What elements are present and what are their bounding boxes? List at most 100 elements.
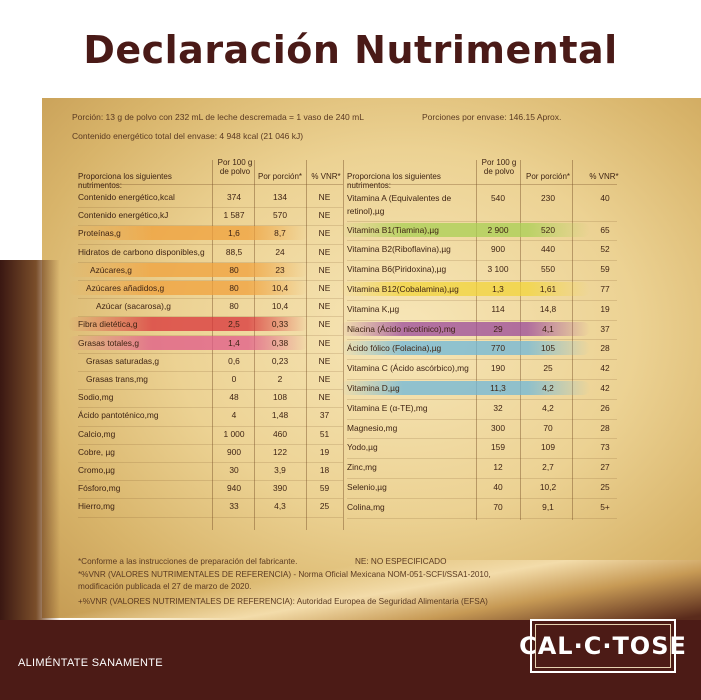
left-per100-value: 0,6 [228, 355, 240, 366]
right-row-highlight [340, 381, 590, 396]
left-portion-value: 1,48 [271, 410, 289, 421]
right-col-divider [476, 160, 477, 520]
footnote-1: *Conforme a las instrucciones de prepara… [78, 557, 298, 566]
right-row-highlight [340, 341, 590, 356]
right-nutrient-label: Ácido fólico (Folacina),µg [347, 343, 442, 354]
left-vnr-value: 18 [319, 465, 330, 475]
left-row-divider [78, 243, 343, 245]
left-portion-value: 24 [275, 246, 285, 257]
right-vnr-value: 5+ [600, 501, 610, 512]
page-title: Declaración Nutrimental [83, 28, 618, 72]
right-col-divider [520, 160, 521, 520]
right-per100-value: 159 [491, 442, 505, 453]
left-nutrient-label: Azúcar (sacarosa),g [96, 301, 171, 312]
right-portion-value: 2,7 [542, 462, 554, 473]
left-nutrient-label: Contenido energético,kcal [78, 192, 175, 202]
right-header-divider [347, 184, 617, 185]
left-row-divider [78, 298, 343, 300]
right-header-portion: Por porción* [525, 172, 571, 181]
left-row-divider [78, 280, 343, 281]
right-row-divider [347, 497, 617, 499]
right-nutrient-label: Magnesio,mg [347, 422, 398, 433]
right-nutrient-label: Vitamina B1(Tiamina),µg [347, 224, 439, 235]
left-per100-value: 900 [227, 446, 241, 457]
left-nutrient-label: Grasas trans,mg [86, 374, 148, 384]
left-vnr-value: NE [318, 355, 331, 366]
left-per100-value: 374 [227, 192, 241, 202]
right-portion-value: 9,1 [542, 501, 554, 512]
left-vnr-value: NE [318, 283, 331, 293]
right-nutrient-label: Vitamina K,µg [347, 303, 400, 314]
left-portion-value: 8,7 [274, 228, 286, 239]
left-portion-value: 108 [273, 392, 287, 403]
left-vnr-value: NE [318, 337, 331, 348]
left-row-highlight [68, 335, 308, 350]
right-row-divider [347, 478, 617, 480]
left-vnr-value: 25 [319, 501, 330, 512]
right-nutrient-label: Zinc,mg [347, 462, 377, 473]
left-row-divider [78, 261, 343, 263]
left-row-divider [78, 207, 343, 209]
right-row-divider [347, 280, 617, 282]
right-row-highlight [340, 222, 590, 237]
left-nutrient-label: Proteínas,g [78, 228, 121, 239]
right-row-divider [347, 299, 617, 301]
right-row-highlight [340, 282, 590, 297]
left-header-divider [78, 184, 343, 185]
left-row-divider [78, 316, 343, 318]
right-vnr-value: 40 [600, 193, 610, 203]
right-vnr-value: 59 [600, 264, 610, 275]
left-row-divider [78, 225, 343, 227]
right-per100-value: 900 [491, 244, 505, 255]
right-row-divider [347, 240, 617, 242]
right-vnr-value: 25 [600, 482, 610, 493]
right-row-divider [347, 418, 617, 420]
right-per100-value: 190 [491, 363, 505, 374]
right-vnr-value: 37 [600, 323, 610, 334]
left-vnr-value: 59 [319, 483, 330, 494]
left-per100-value: 88,5 [225, 246, 243, 257]
footnote-ne: NE: NO ESPECIFICADO [355, 557, 447, 566]
left-row-highlight [68, 317, 308, 332]
right-portion-value: 70 [543, 422, 553, 433]
left-nutrient-label: Calcio,mg [78, 428, 116, 439]
right-portion-value: 109 [541, 442, 555, 453]
left-vnr-value: NE [318, 228, 331, 239]
left-per100-value: 1,4 [228, 337, 240, 348]
footnote-4: +%VNR (VALORES NUTRIMENTALES DE REFERENC… [78, 597, 488, 606]
left-portion-value: 10,4 [271, 301, 289, 312]
servings-per-container: Porciones por envase: 146.15 Aprox. [422, 112, 562, 122]
right-portion-value: 1,61 [539, 284, 557, 295]
left-per100-value: 1,6 [228, 228, 240, 239]
left-nutrient-label: Grasas totales,g [78, 337, 139, 348]
left-header-vnr: % VNR* [311, 172, 341, 181]
left-nutrient-label: Grasas saturadas,g [86, 355, 160, 366]
left-portion-value: 122 [273, 446, 287, 457]
left-nutrient-label: Contenido energético,kJ [78, 210, 169, 221]
left-row-highlight [68, 262, 308, 277]
right-header-nutrient: Proporciona los siguientes nutrimentos: [347, 172, 441, 190]
left-portion-value: 390 [273, 483, 287, 494]
left-per100-value: 33 [229, 501, 239, 512]
right-nutrient-label: Niacina (Ácido nicotínico),mg [347, 323, 456, 334]
right-vnr-value: 27 [600, 462, 610, 473]
left-vnr-value: NE [318, 319, 331, 330]
right-nutrient-label: Colina,mg [347, 501, 385, 512]
left-header-portion: Por porción* [257, 172, 303, 181]
right-nutrient-label: Yodo,µg [347, 442, 378, 453]
left-header-per100: Por 100 g de polvo [217, 158, 253, 176]
left-nutrient-label: Cobre, µg [78, 446, 115, 457]
serving-info: Porción: 13 g de polvo con 232 mL de lec… [72, 112, 364, 122]
left-nutrient-label: Cromo,µg [78, 465, 115, 475]
left-vnr-value: 37 [319, 410, 330, 421]
left-row-divider [78, 371, 343, 372]
right-nutrient-label-line2: retinol),µg [347, 206, 385, 216]
left-row-divider [78, 407, 343, 409]
left-nutrient-label: Ácido pantoténico,mg [78, 410, 159, 421]
left-portion-value: 460 [273, 428, 287, 439]
left-row-highlight [68, 226, 308, 241]
right-row-highlight [340, 321, 590, 336]
right-vnr-value: 42 [600, 383, 610, 394]
left-per100-value: 1 000 [223, 428, 245, 439]
left-portion-value: 0,33 [271, 319, 289, 330]
